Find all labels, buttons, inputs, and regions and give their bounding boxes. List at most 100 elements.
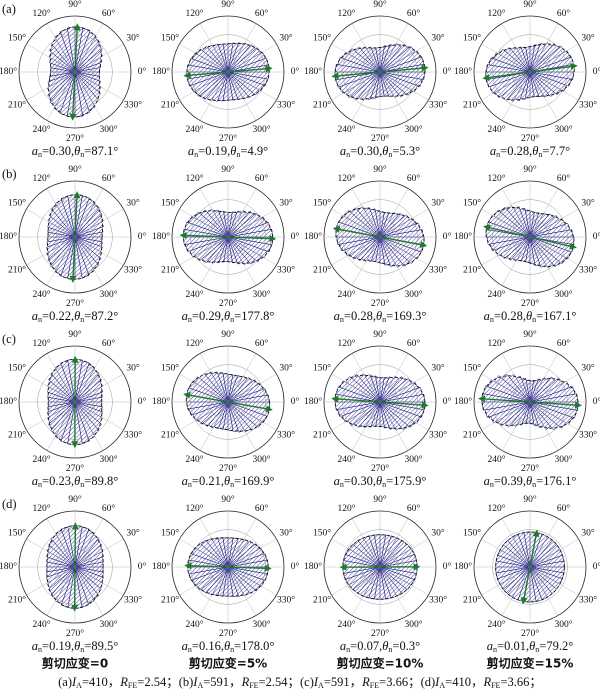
separator: , [523, 474, 526, 488]
rose-petal [379, 45, 390, 73]
principal-arrow [379, 401, 429, 409]
value: 0.01 [504, 639, 526, 653]
angle-label: 90° [221, 494, 235, 505]
spoke [179, 71, 229, 101]
angle-label: 180° [152, 396, 170, 407]
value: 2.54 [266, 675, 289, 689]
spoke [529, 23, 559, 73]
angle-label: 30° [431, 528, 445, 539]
subscript: n [230, 480, 234, 489]
symbol: θ [526, 474, 532, 488]
spoke [529, 43, 579, 73]
principal-arrow [331, 71, 381, 80]
symbol: a [340, 639, 346, 653]
angle-label: 0° [138, 231, 147, 242]
symbol: a [484, 474, 490, 488]
spoke [379, 566, 429, 596]
fit-envelope [495, 531, 565, 603]
caption: an=0.01,θn=79.2° [487, 639, 573, 654]
subscript: n [382, 480, 386, 489]
principal-arrow [529, 401, 582, 409]
condition-label: (c) [300, 675, 314, 689]
symbol: a [32, 474, 38, 488]
rose-petal [379, 43, 409, 73]
separator: , [221, 309, 224, 323]
caption: an=0.19,θn=89.5° [32, 639, 118, 654]
sign: = [500, 144, 507, 158]
angle-label: 150° [313, 363, 331, 374]
caption: an=0.29,θn=177.8° [182, 309, 275, 324]
angle-label: 270° [521, 628, 539, 639]
separator: , [379, 639, 382, 653]
rose-chart: 0° 30° 60° 90° 120° 150° 180° 210° 240° 270° 300° 3… [304, 164, 452, 324]
subscript: A [439, 681, 445, 690]
value: 89.5° [91, 639, 118, 653]
value: 7.7° [549, 144, 570, 158]
spoke [501, 566, 531, 616]
spoke [331, 236, 381, 266]
angle-label: 90° [68, 329, 82, 340]
rose-chart: 0° 30° 60° 90° 120° 150° 180° 210° 240° 270° 300° 3… [0, 164, 146, 324]
angle-label: 0° [138, 561, 147, 572]
spoke [379, 236, 429, 266]
separator: , [71, 639, 74, 653]
spoke [529, 188, 559, 238]
angle-label: 210° [161, 430, 179, 441]
angle-label: 120° [185, 338, 203, 349]
angle-label: 210° [463, 100, 481, 111]
subscript: n [532, 315, 536, 324]
separator: ， [471, 675, 484, 689]
subscript: n [388, 645, 392, 654]
angle-label: 270° [219, 298, 237, 309]
separator: , [526, 639, 529, 653]
value: 178.0° [241, 639, 274, 653]
rose-petal [48, 45, 76, 73]
angle-label: 0° [291, 231, 300, 242]
angle-label: 240° [337, 289, 355, 300]
angle-label: 180° [304, 66, 322, 77]
angle-label: 210° [161, 100, 179, 111]
angle-label: 300° [252, 619, 270, 630]
subscript: n [490, 315, 494, 324]
end: ； [166, 675, 179, 689]
symbol: θ [74, 639, 80, 653]
subscript: n [490, 480, 494, 489]
spoke [26, 43, 76, 73]
principal-arrow [69, 236, 77, 283]
spoke [179, 538, 229, 568]
value: 2.54 [144, 675, 167, 689]
caption: an=0.30,θn=5.3° [340, 144, 420, 159]
fit-envelope [481, 375, 579, 429]
end: ； [287, 675, 300, 689]
fit-envelope [485, 43, 575, 101]
angle-label: 30° [126, 33, 140, 44]
angle-label: 180° [152, 231, 170, 242]
angle-label: 60° [557, 338, 571, 349]
spoke [74, 566, 124, 596]
principal-arrow [227, 564, 272, 572]
angle-label: 210° [313, 100, 331, 111]
spoke [199, 188, 229, 238]
value: 0.16 [199, 639, 221, 653]
symbol: θ [382, 639, 388, 653]
sign: = [392, 144, 399, 158]
subscript: n [538, 150, 542, 159]
spoke [26, 401, 76, 431]
column-label: 剪切应变=5% [189, 656, 267, 671]
symbol: a [32, 639, 38, 653]
angle-label: 60° [255, 173, 269, 184]
angle-label: 30° [279, 198, 293, 209]
rose-petal [202, 401, 229, 428]
angle-label: 180° [304, 561, 322, 572]
spoke [481, 208, 531, 238]
spoke [379, 401, 429, 431]
angle-label: 30° [279, 528, 293, 539]
value: 0.19 [205, 144, 227, 158]
spoke [529, 566, 559, 616]
angle-label: 240° [32, 454, 50, 465]
angle-label: 90° [221, 164, 235, 175]
sign: = [192, 474, 199, 488]
spoke [501, 401, 531, 451]
angle-label: 330° [124, 100, 142, 111]
angle-label: 60° [255, 503, 269, 514]
